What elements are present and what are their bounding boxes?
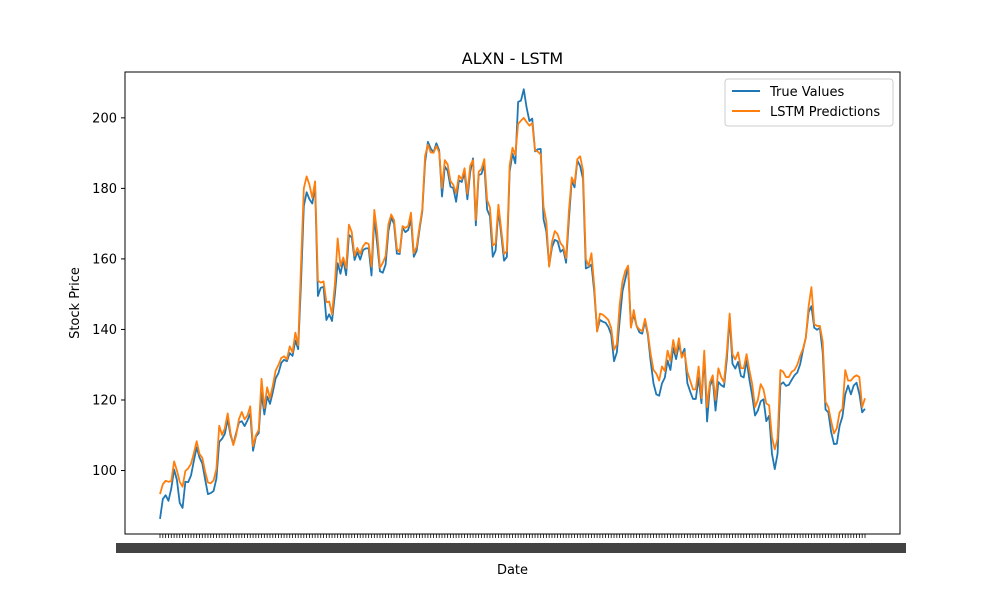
y-tick-label: 100 [92,464,117,479]
y-tick-label: 180 [92,182,117,197]
y-tick-label: 160 [92,252,117,267]
plot-frame [124,71,901,535]
y-tick-label: 200 [92,111,117,126]
x-axis-label: Date [497,563,528,578]
legend-label-true-values: True Values [769,85,844,100]
x-tick-labels-overlapping [116,543,906,553]
y-axis-ticks: 100 120 140 160 180 200 [92,111,125,479]
legend: True Values LSTM Predictions [724,78,894,127]
series-line-lstm-predictions [159,116,866,495]
y-tick-label: 140 [92,323,117,338]
legend-box [724,78,894,127]
legend-label-lstm-predictions: LSTM Predictions [770,105,880,120]
series-layer [159,88,866,519]
series-line-true-values [159,88,866,519]
y-axis-label: Stock Price [68,267,83,339]
x-axis-ticks [116,534,906,553]
plot-area [125,72,900,534]
chart-title: ALXN - LSTM [462,49,563,68]
y-tick-label: 120 [92,393,117,408]
